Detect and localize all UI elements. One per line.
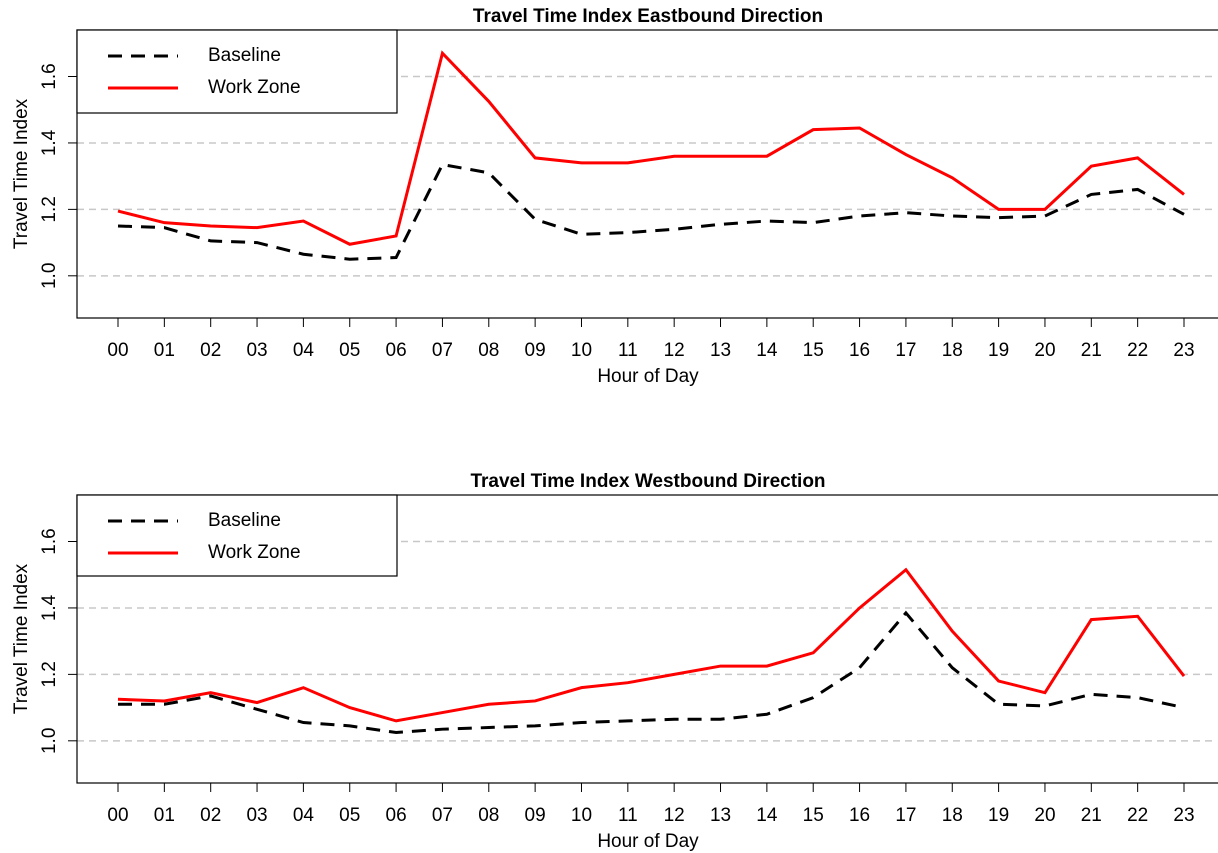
legend-box xyxy=(76,29,398,114)
chart-title: Travel Time Index Westbound Direction xyxy=(470,471,825,492)
x-tick-label: 06 xyxy=(386,805,407,826)
x-tick-label: 23 xyxy=(1173,340,1194,361)
y-axis-label: Travel Time Index xyxy=(11,98,32,249)
x-tick-label: 15 xyxy=(803,340,824,361)
x-tick-label: 19 xyxy=(988,805,1009,826)
x-axis-label: Hour of Day xyxy=(597,831,699,852)
legend-label: Work Zone xyxy=(208,77,301,98)
y-tick-label: 1.4 xyxy=(39,129,60,156)
x-tick-label: 03 xyxy=(246,805,267,826)
x-tick-label: 07 xyxy=(432,805,453,826)
x-tick-label: 16 xyxy=(849,805,870,826)
x-tick-label: 01 xyxy=(154,805,175,826)
x-tick-label: 11 xyxy=(618,805,638,826)
x-tick-label: 16 xyxy=(849,340,870,361)
x-tick-label: 10 xyxy=(571,340,592,361)
x-tick-label: 04 xyxy=(293,340,315,361)
series-line xyxy=(117,567,1186,723)
y-tick-label: 1.0 xyxy=(39,263,60,289)
x-tick-label: 17 xyxy=(895,805,916,826)
x-tick-label: 14 xyxy=(756,805,778,826)
x-tick-label: 13 xyxy=(710,805,731,826)
x-tick-label: 12 xyxy=(664,340,685,361)
x-tick-label: 02 xyxy=(200,805,221,826)
x-tick-label: 00 xyxy=(107,805,128,826)
x-tick-label: 13 xyxy=(710,340,731,361)
x-tick-label: 03 xyxy=(246,340,267,361)
y-tick-label: 1.6 xyxy=(39,528,60,554)
x-tick-label: 09 xyxy=(525,805,546,826)
y-tick-label: 1.2 xyxy=(39,196,60,222)
x-tick-label: 18 xyxy=(942,340,963,361)
plot-frame xyxy=(76,29,1218,319)
series-line xyxy=(118,610,1185,735)
x-tick-label: 20 xyxy=(1034,805,1055,826)
x-tick-label: 00 xyxy=(107,340,128,361)
x-tick-label: 08 xyxy=(478,340,499,361)
x-axis-label: Hour of Day xyxy=(597,366,699,387)
y-tick-label: 1.2 xyxy=(39,661,60,687)
x-tick-label: 17 xyxy=(895,340,916,361)
x-tick-label: 08 xyxy=(478,805,499,826)
chart-title: Travel Time Index Eastbound Direction xyxy=(473,6,823,27)
x-tick-label: 20 xyxy=(1034,340,1055,361)
x-tick-label: 19 xyxy=(988,340,1009,361)
x-tick-label: 22 xyxy=(1127,805,1148,826)
x-tick-label: 01 xyxy=(154,340,175,361)
x-tick-label: 14 xyxy=(756,340,778,361)
y-tick-label: 1.6 xyxy=(39,63,60,89)
x-tick-label: 12 xyxy=(664,805,685,826)
x-tick-label: 23 xyxy=(1173,805,1194,826)
x-tick-label: 11 xyxy=(618,340,638,361)
x-tick-label: 05 xyxy=(339,340,360,361)
x-tick-label: 09 xyxy=(525,340,546,361)
x-tick-label: 06 xyxy=(386,340,407,361)
x-tick-label: 18 xyxy=(942,805,963,826)
legend-label: Baseline xyxy=(208,510,281,531)
legend-label: Baseline xyxy=(208,45,281,66)
series-line xyxy=(117,50,1185,246)
plot-frame xyxy=(76,494,1218,784)
legend-label: Work Zone xyxy=(208,542,301,563)
x-tick-label: 02 xyxy=(200,340,221,361)
x-tick-label: 21 xyxy=(1081,340,1102,361)
x-tick-label: 10 xyxy=(571,805,592,826)
y-tick-label: 1.4 xyxy=(39,594,60,621)
x-tick-label: 05 xyxy=(339,805,360,826)
legend-box xyxy=(76,494,398,577)
x-tick-label: 07 xyxy=(432,340,453,361)
x-tick-label: 15 xyxy=(803,805,824,826)
x-tick-label: 22 xyxy=(1127,340,1148,361)
y-tick-label: 1.0 xyxy=(39,728,60,754)
y-axis-label: Travel Time Index xyxy=(11,563,32,714)
x-tick-label: 21 xyxy=(1081,805,1102,826)
x-tick-label: 04 xyxy=(293,805,315,826)
series-line xyxy=(117,162,1185,261)
